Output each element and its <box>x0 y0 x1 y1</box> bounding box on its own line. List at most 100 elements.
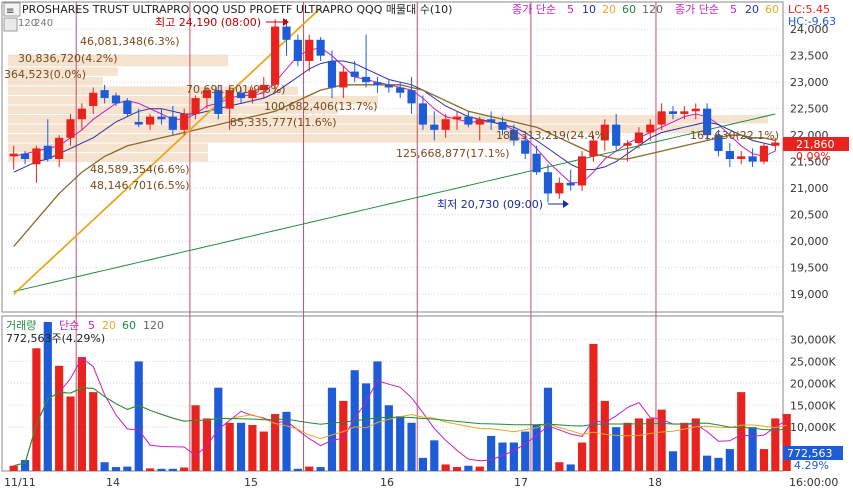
candle-body <box>532 153 541 173</box>
volume-bar <box>271 414 280 471</box>
volume-ma-60: 60 <box>122 319 136 332</box>
profile-label: 48,146,701(6.5%) <box>90 179 190 192</box>
candle-body <box>566 182 575 186</box>
volume-bar <box>407 422 416 471</box>
volume-profile-band <box>8 124 708 134</box>
candle-body <box>43 145 52 159</box>
candle-body <box>441 119 450 130</box>
candle-body <box>202 90 212 99</box>
volume-bar <box>259 431 268 471</box>
high-annotation: 최고 24,190 (08:00) <box>155 16 261 29</box>
volume-bar <box>134 361 143 471</box>
volume-change: 4.29% <box>794 459 829 472</box>
candle-body <box>589 140 598 157</box>
candle-body <box>703 108 712 136</box>
ma-period-120: 120 <box>642 3 663 16</box>
candle-body <box>146 116 155 125</box>
chart-title: PROSHARES TRUST ULTRAPRO QQQ USD PROETF … <box>22 3 452 16</box>
volume-bar <box>100 462 109 471</box>
price-axis-label: 21,500 <box>790 156 829 169</box>
candle-body <box>89 92 98 107</box>
price-axis-label: 23,500 <box>790 50 829 63</box>
price-axis-label: 19,500 <box>790 262 829 275</box>
profile-label: 125,668,877(17.1%) <box>396 147 510 160</box>
candle-body <box>282 26 291 40</box>
volume-bar <box>759 449 769 471</box>
volume-bar <box>600 400 609 471</box>
volume-bar <box>180 467 189 471</box>
high-arrow-head <box>283 18 289 26</box>
hc-value: HC:-9.63 <box>788 15 836 28</box>
volume-bar <box>327 387 337 471</box>
candle-body <box>475 119 484 125</box>
candle-body <box>361 76 371 83</box>
volume-axis-label: 20,000K <box>790 377 836 390</box>
volume-bar <box>339 400 348 471</box>
candle-body <box>487 119 496 122</box>
ma-period-20: 20 <box>602 3 616 16</box>
menu-box[interactable] <box>3 2 21 17</box>
price-axis-label: 19,000 <box>790 288 829 301</box>
volume-bar <box>452 467 462 471</box>
volume-bar <box>9 465 18 471</box>
candle-body <box>100 90 109 99</box>
candle-body <box>316 39 325 56</box>
candle-body <box>657 111 666 125</box>
candle-body <box>339 71 348 88</box>
candle-body <box>543 172 553 194</box>
candle-body <box>555 182 564 194</box>
candle-body <box>214 90 223 114</box>
volume-bar <box>634 418 643 471</box>
axes: 19,00019,50020,00020,50021,00021,50022,0… <box>790 23 836 434</box>
candle-body <box>771 142 780 146</box>
menu-icon[interactable]: ≡ <box>6 6 14 17</box>
volume-bar <box>623 422 632 471</box>
volume-bar <box>475 466 484 471</box>
profile-label: 180,313,219(24.4%) <box>496 129 610 142</box>
candles <box>9 19 780 203</box>
candle-body <box>66 119 75 138</box>
volume-bar <box>418 457 428 471</box>
volume-bar <box>771 418 780 471</box>
ma-line-ma10 <box>13 60 776 173</box>
time-axis: 11/11 14 15 16 17 18 16:00:00 <box>4 476 838 489</box>
ma2-period-20: 20 <box>745 3 759 16</box>
time-label: 17 <box>514 476 528 489</box>
time-label: 18 <box>648 476 662 489</box>
candle-body <box>577 156 587 186</box>
volume-bar <box>43 322 52 471</box>
volume-bar <box>532 424 541 471</box>
candle-body <box>600 124 609 141</box>
volume-bar <box>612 427 621 471</box>
volume-bar <box>646 418 655 471</box>
candle-body <box>373 82 382 85</box>
volume-bar <box>589 343 598 471</box>
candle-body <box>521 140 530 154</box>
volume-bar <box>146 468 155 471</box>
volume-bar <box>191 405 200 471</box>
candle-body <box>191 98 200 114</box>
profile-label: 48,589,354(6.6%) <box>90 163 190 176</box>
volume-bar <box>509 442 518 471</box>
volume-profile-band <box>8 54 228 67</box>
volume-bar <box>680 422 689 471</box>
candle-body <box>248 90 257 99</box>
candle-body <box>407 90 416 104</box>
low-annotation: 최저 20,730 (09:00) <box>437 198 543 211</box>
candle-body <box>305 39 314 61</box>
volume-bar <box>396 416 405 471</box>
grid-toggle-icon[interactable] <box>3 17 18 32</box>
volume-tag <box>783 446 843 460</box>
volume-bar <box>236 422 246 471</box>
ma-line-ma120 <box>13 7 322 295</box>
period-240: 240 <box>34 18 53 29</box>
candle-body <box>384 84 393 88</box>
candle-body <box>737 156 746 159</box>
candle-body <box>714 135 723 152</box>
volume-ma-label: 단순 <box>59 319 79 332</box>
volume-profile-band <box>8 134 528 143</box>
volume-bar <box>55 365 64 471</box>
ma2-period-60: 60 <box>765 3 779 16</box>
ma-line-ma20 <box>13 84 776 247</box>
period-120: 120 <box>18 18 37 29</box>
